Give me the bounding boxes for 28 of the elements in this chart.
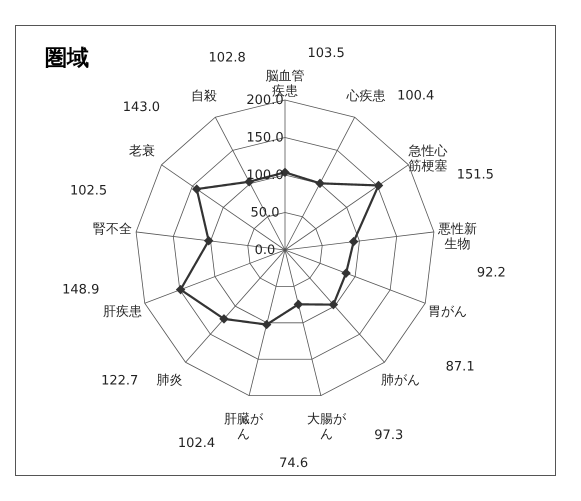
- text: 122.7: [101, 374, 138, 389]
- chart-title: 圏域: [45, 46, 89, 71]
- spoke-label: 自殺: [191, 88, 218, 104]
- text: 97.3: [374, 428, 404, 444]
- text: 100.4: [397, 88, 434, 104]
- text: 87.1: [446, 359, 475, 374]
- text: 102.5: [70, 184, 108, 199]
- text: 148.9: [62, 282, 100, 298]
- text: 102.4: [178, 436, 216, 452]
- y-tick-label: 150.0: [246, 130, 284, 146]
- spoke-label: 急性心筋梗塞: [408, 143, 448, 174]
- text: 74.6: [279, 456, 308, 471]
- text: 151.5: [456, 168, 494, 183]
- spoke-label: 大腸がん: [307, 412, 348, 442]
- text: 92.2: [476, 265, 506, 280]
- text: 103.5: [308, 46, 345, 62]
- spoke-label: 肺炎: [156, 373, 183, 388]
- spoke-label: 心疾患: [345, 88, 386, 104]
- y-tick-label: 0.0: [254, 243, 276, 258]
- spoke-label: 肝臓がん: [224, 412, 264, 442]
- spoke-label: 肝疾患: [102, 304, 142, 320]
- text: 102.8: [208, 50, 246, 66]
- spoke-label: 悪性新生物: [437, 222, 478, 252]
- spoke-label: 肺がん: [380, 373, 420, 388]
- text: 143.0: [122, 100, 160, 115]
- spoke-label: 胃がん: [428, 304, 468, 320]
- spoke-label: 腎不全: [92, 222, 132, 238]
- spoke-label: 老衰: [128, 143, 155, 160]
